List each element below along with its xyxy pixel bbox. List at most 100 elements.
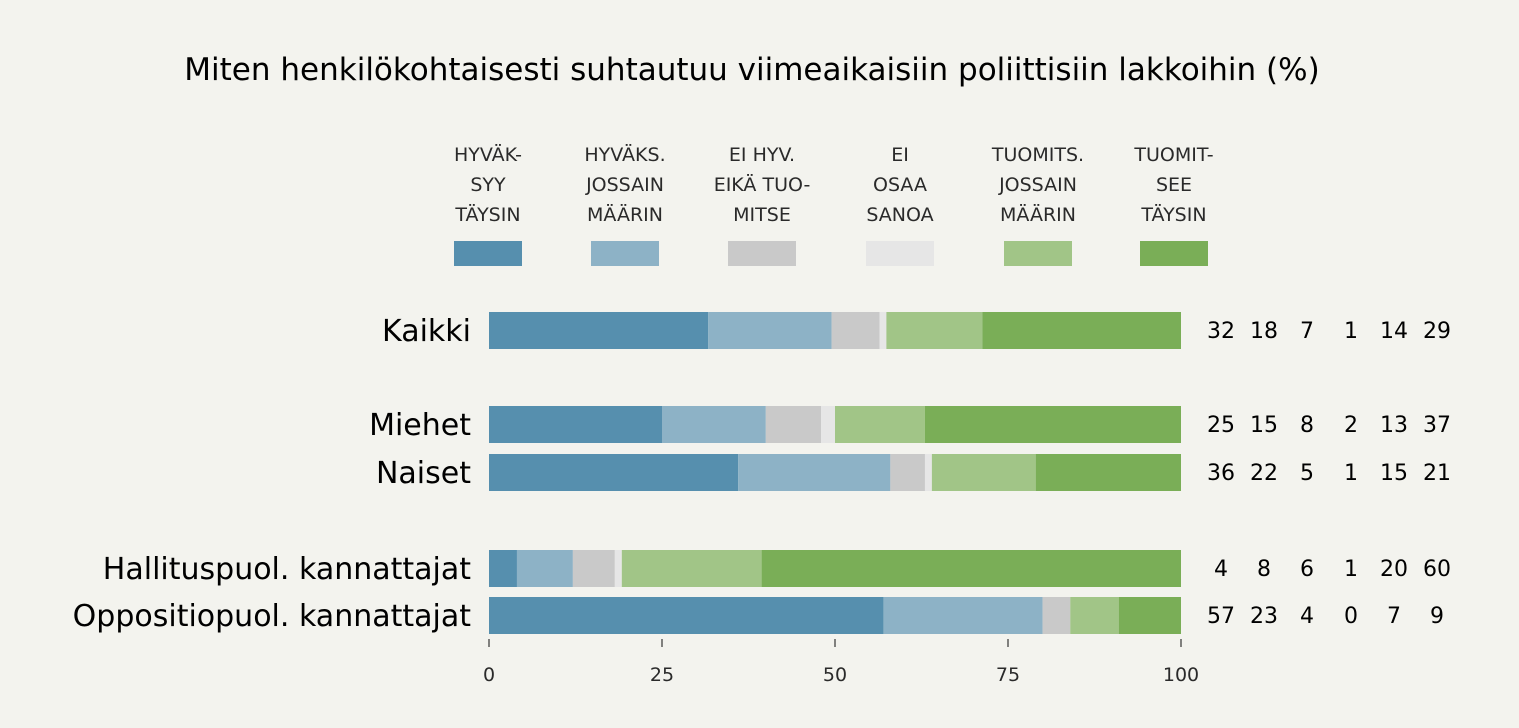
bar-segment-hyvak-syy-taysin [489,597,884,634]
value-label: 25 [1207,413,1235,438]
bar-segment-tuomits-jossain-maarin [621,550,762,587]
value-label: 32 [1207,319,1235,344]
row-label: Kaikki [382,314,471,349]
row-label: Naiset [376,456,471,491]
row-oppositiopuol-kannattajat: Oppositiopuol. kannattajat 57 23 4 0 7 9 [73,597,1444,634]
bar-segment-tuomit-see-taysin [924,406,1181,443]
bar-segment-ei-osaa-sanoa [924,454,932,491]
legend-label: SYY [470,174,506,196]
value-label: 7 [1300,319,1314,344]
legend-label: MÄÄRIN [587,203,663,226]
value-label: 0 [1344,604,1358,629]
legend-label: HYVÄKS. [584,143,665,166]
value-label: 36 [1207,461,1235,486]
bar-segment-ei-hyv-eika-tuo-mitse [765,406,822,443]
value-label: 5 [1300,461,1314,486]
bar-segment-ei-hyv-eika-tuo-mitse [1042,597,1071,634]
bar-segment-ei-hyv-eika-tuo-mitse [831,312,880,349]
value-label: 8 [1300,413,1314,438]
row-kaikki: Kaikki 32 18 7 1 14 29 [382,312,1451,349]
legend-label: TUOMITS. [991,144,1084,166]
value-label: 2 [1344,413,1358,438]
tick-label: 0 [483,664,495,686]
value-label: 37 [1423,413,1451,438]
bar-segment-hyvak-syy-taysin [489,406,662,443]
bar-segment-tuomit-see-taysin [982,312,1181,349]
bar-segment-hyvaks-jossain-maarin [738,454,891,491]
legend-swatch [591,241,659,266]
row-label: Oppositiopuol. kannattajat [73,599,472,634]
bar-segment-hyvaks-jossain-maarin [662,406,766,443]
chart-title: Miten henkilökohtaisesti suhtautuu viime… [184,52,1319,88]
legend-item-ei-osaa-sanoa: EI OSAA SANOA [866,144,934,266]
value-label: 21 [1423,461,1451,486]
row-naiset: Naiset 36 22 5 1 15 21 [376,454,1451,491]
x-axis: 0 25 50 75 100 [483,639,1199,686]
legend-label: MITSE [733,204,791,226]
value-label: 15 [1250,413,1278,438]
row-miehet: Miehet 25 15 8 2 13 37 [369,406,1451,443]
bar-segment-tuomits-jossain-maarin [835,406,925,443]
legend-label: MÄÄRIN [1000,203,1076,226]
bar-segment-hyvak-syy-taysin [489,550,517,587]
value-label: 18 [1250,319,1278,344]
value-label: 20 [1380,557,1408,582]
bar-segment-ei-osaa-sanoa [614,550,622,587]
value-label: 60 [1423,557,1451,582]
legend-label: TUOMIT- [1133,144,1213,166]
tick-label: 75 [996,664,1020,686]
value-label: 1 [1344,461,1358,486]
bar-segment-tuomit-see-taysin [761,550,1181,587]
bar-segment-ei-osaa-sanoa [821,406,835,443]
value-label: 14 [1380,319,1408,344]
legend-item-ei-hyv-eika-tuo-mitse: EI HYV. EIKÄ TUO- MITSE [714,144,811,266]
bar-segment-tuomits-jossain-maarin [931,454,1036,491]
value-label: 57 [1207,604,1235,629]
value-label: 22 [1250,461,1278,486]
bar-segment-tuomit-see-taysin [1118,597,1181,634]
bar-segment-tuomit-see-taysin [1035,454,1181,491]
bar-segment-ei-hyv-eika-tuo-mitse [890,454,925,491]
legend-swatch [1140,241,1208,266]
row-hallituspuol-kannattajat: Hallituspuol. kannattajat 4 8 6 1 20 60 [103,550,1451,587]
row-label: Miehet [369,408,471,443]
value-label: 29 [1423,319,1451,344]
value-label: 23 [1250,604,1278,629]
row-label: Hallituspuol. kannattajat [103,552,471,587]
bar-segment-hyvak-syy-taysin [489,312,709,349]
legend-label: HYVÄK- [454,143,522,166]
legend-label: EIKÄ TUO- [714,173,811,196]
legend-label: TÄYSIN [454,203,520,226]
legend-item-hyvaks-jossain-maarin: HYVÄKS. JOSSAIN MÄÄRIN [584,143,666,266]
legend-swatch [1004,241,1072,266]
value-label: 13 [1380,413,1408,438]
legend-item-hyvak-syy-taysin: HYVÄK- SYY TÄYSIN [454,143,522,266]
value-label: 8 [1257,557,1271,582]
value-label: 1 [1344,319,1358,344]
legend-label: JOSSAIN [585,174,664,196]
bar-segment-ei-osaa-sanoa [879,312,887,349]
legend-label: EI HYV. [729,144,795,166]
tick-label: 100 [1163,664,1199,686]
legend-item-tuomit-see-taysin: TUOMIT- SEE TÄYSIN [1133,144,1214,266]
bar-segment-hyvaks-jossain-maarin [516,550,573,587]
bar-segment-hyvak-syy-taysin [489,454,739,491]
legend-item-tuomits-jossain-maarin: TUOMITS. JOSSAIN MÄÄRIN [991,144,1084,266]
value-label: 4 [1214,557,1228,582]
value-label: 1 [1344,557,1358,582]
tick-label: 50 [823,664,847,686]
bar-segment-hyvaks-jossain-maarin [883,597,1043,634]
bar-segment-hyvaks-jossain-maarin [708,312,832,349]
legend-label: JOSSAIN [998,174,1077,196]
value-label: 15 [1380,461,1408,486]
value-label: 7 [1387,604,1401,629]
value-label: 4 [1300,604,1314,629]
legend-label: EI [891,144,909,166]
bar-segment-tuomits-jossain-maarin [886,312,983,349]
legend-label: TÄYSIN [1140,203,1206,226]
legend-swatch [728,241,796,266]
tick-label: 25 [650,664,674,686]
legend-label: SEE [1156,174,1192,196]
legend-swatch [454,241,522,266]
